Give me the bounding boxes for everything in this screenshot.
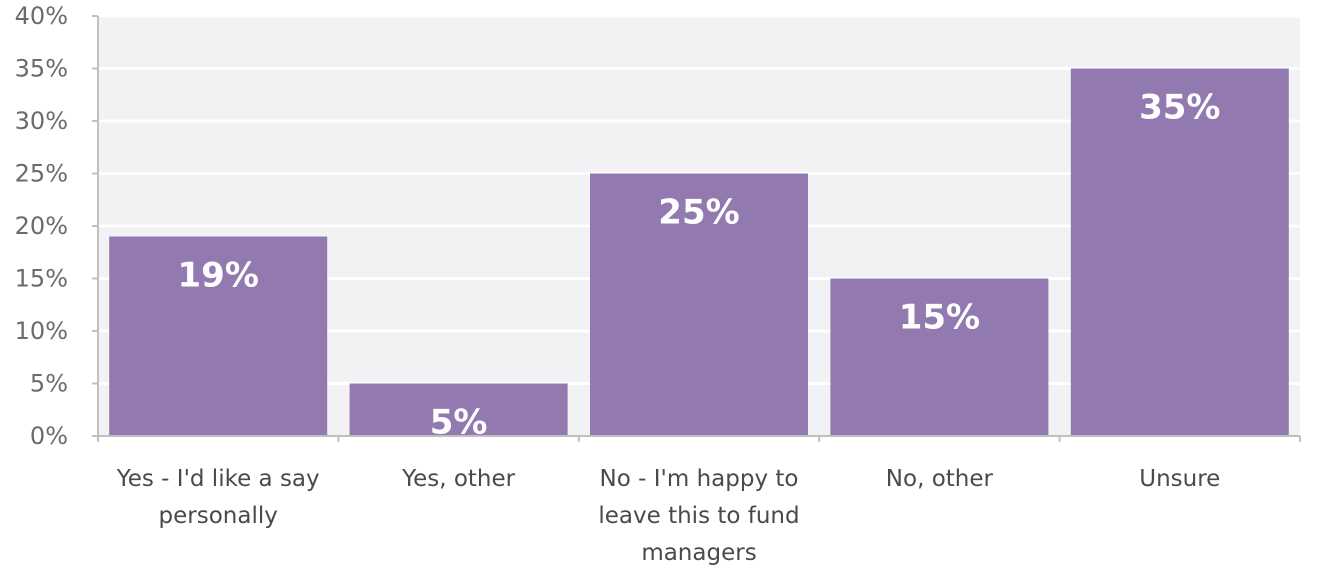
bar [830,278,1049,436]
y-tick-label: 10% [15,317,68,345]
x-category-label: No - I'm happy to leave this to fund manag… [598,466,799,566]
y-tick-label: 5% [30,370,68,398]
bar [1070,68,1289,436]
x-category-label: No, other [886,466,994,492]
y-tick-label: 40% [15,2,68,30]
y-tick-label: 35% [15,55,68,83]
bar-value-label: 19% [178,256,259,296]
y-tick-label: 25% [15,160,68,188]
y-tick-label: 30% [15,107,68,135]
bar [590,173,808,436]
x-category-label: Yes, other [401,466,516,492]
x-category-label: Unsure [1139,466,1220,492]
y-axis-ticks: 0% 5% 10% 15% 20% 25% 30% 35% 40% [15,2,98,450]
bar-value-label: 25% [658,193,739,233]
y-tick-label: 0% [30,422,68,450]
x-category-label: Yes - I'd like a say personally [116,466,320,529]
bar [349,383,568,436]
x-axis-labels: Yes - I'd like a say personally Yes, other… [116,466,1221,566]
bar [109,236,328,436]
y-tick-label: 15% [15,265,68,293]
bar-value-label: 35% [1139,88,1220,128]
bar-value-label: 15% [899,298,980,338]
y-tick-label: 20% [15,212,68,240]
